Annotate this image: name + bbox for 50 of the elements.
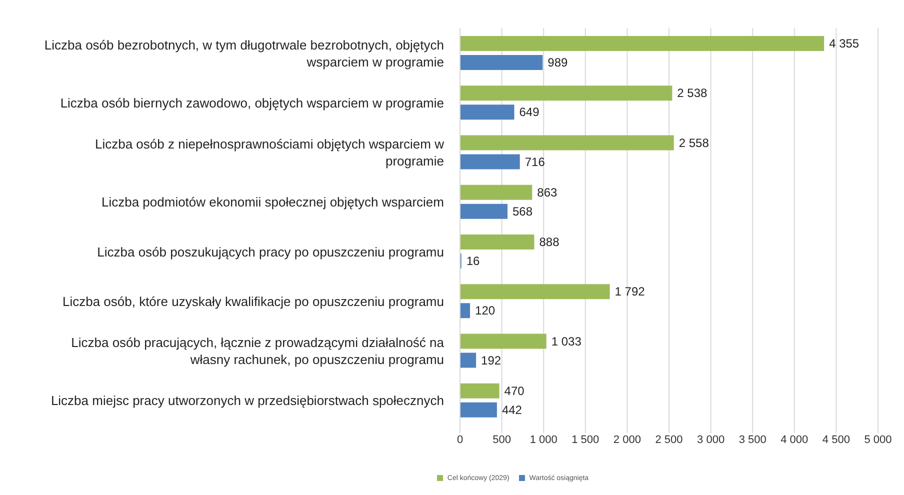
data-label: 16	[466, 254, 480, 268]
bar	[460, 352, 476, 368]
x-tick-label: 500	[492, 434, 511, 446]
bar	[460, 303, 470, 318]
data-label: 2 538	[677, 86, 708, 100]
data-label: 192	[481, 353, 502, 368]
data-label: 888	[539, 235, 560, 249]
data-label: 989	[548, 56, 568, 70]
x-tick-label: 1 000	[530, 434, 558, 446]
y-tick-label: Liczba osób z niepełnosprawnościami objętych wsparciem w programie	[94, 136, 445, 168]
x-tick-label: 3 000	[697, 434, 725, 446]
data-label: 120	[475, 304, 496, 318]
data-label: 649	[519, 105, 540, 120]
x-tick-label: 1 500	[572, 434, 600, 446]
bar	[460, 154, 520, 170]
data-label: 4 355	[829, 36, 860, 50]
bar	[460, 55, 543, 70]
bar	[460, 204, 508, 219]
y-tick-label: Liczba osób pracujących, łącznie z prowadzącymi działalność na własny rachunek, po opuszczeniu programu	[71, 334, 445, 367]
x-tick-label: 3 500	[738, 434, 766, 446]
x-tick-label: 2 500	[655, 434, 683, 446]
data-label: 442	[502, 402, 522, 417]
bar	[460, 184, 532, 200]
bar	[460, 36, 824, 51]
data-label: 716	[524, 154, 546, 169]
x-tick-label: 0	[456, 434, 464, 446]
bar	[460, 135, 674, 150]
bar	[460, 86, 672, 101]
data-label: 863	[537, 185, 558, 200]
y-tick-label: Liczba miejsc pracy utworzonych w przedsiębiorstwach społecznych	[50, 392, 444, 408]
bar	[460, 104, 514, 120]
y-tick-label: Liczba osób, które uzyskały kwalifikacje po opuszczeniu programu	[62, 293, 444, 308]
bar	[460, 334, 546, 349]
data-label: 1 792	[614, 284, 646, 299]
data-label: 568	[512, 204, 533, 218]
bar	[460, 284, 610, 300]
x-tick-label: 4 000	[780, 434, 808, 446]
bar	[460, 402, 497, 418]
data-label: 1 033	[551, 334, 582, 348]
y-tick-label: Liczba osób bezrobotnych, w tym długotrwale bezrobotnych, objętych wsparciem w programie	[44, 36, 444, 69]
y-tick-label: Liczba osób biernych zawodowo, objętych wsparciem w programie	[60, 94, 444, 110]
x-tick-label: 4 500	[822, 434, 850, 446]
bar	[460, 383, 500, 398]
bar	[460, 234, 534, 250]
x-tick-label: 5 000	[864, 434, 892, 446]
y-tick-label: Liczba podmiotów ekonomii społecznej objętych wsparciem	[101, 194, 444, 210]
data-label: 470	[504, 384, 525, 398]
y-tick-label: Liczba osób poszukujących pracy po opuszczeniu programu	[97, 244, 444, 259]
data-label: 2 558	[678, 136, 710, 150]
x-tick-label: 2 000	[613, 434, 641, 446]
